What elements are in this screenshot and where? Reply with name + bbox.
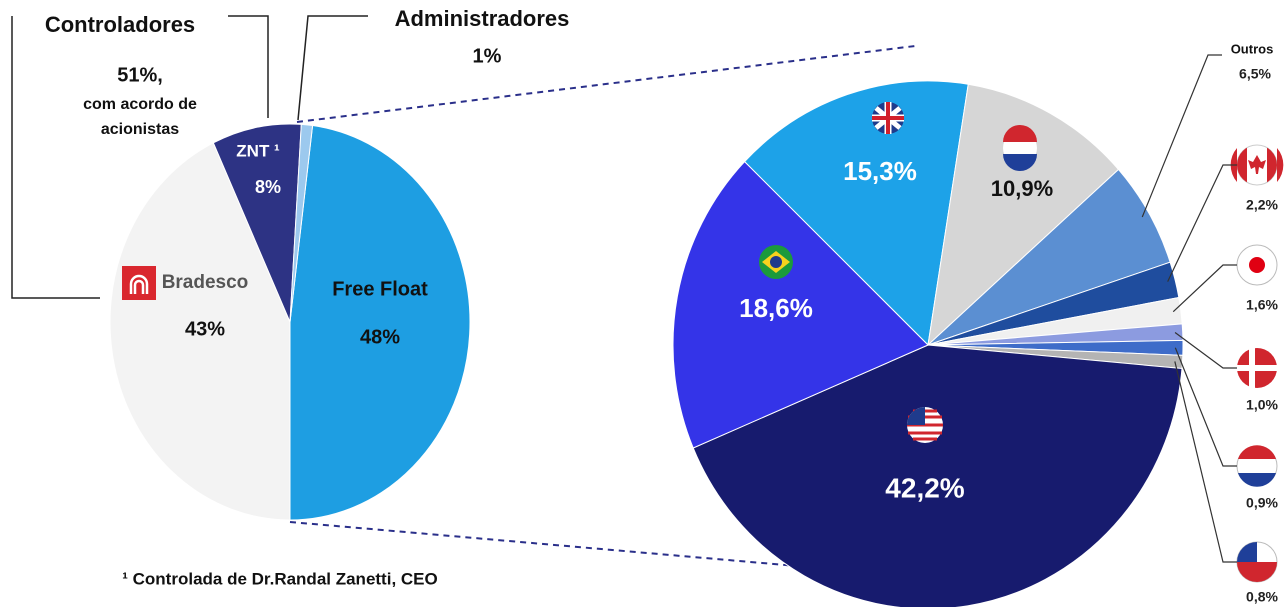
pies <box>109 80 1184 607</box>
pie-slice <box>692 344 1183 607</box>
slice-value-label: 48% <box>360 326 400 348</box>
slice-value-label: 10,9% <box>991 176 1053 201</box>
pie-slice <box>212 123 302 323</box>
slice-value-label: 1% <box>473 45 502 67</box>
leader-line <box>1174 361 1237 563</box>
pie-slice <box>289 123 314 323</box>
flag-chile <box>1236 541 1278 583</box>
flags <box>759 102 1284 583</box>
leader-line <box>1141 54 1222 218</box>
slice-category: ZNT ¹ <box>236 141 280 160</box>
flag-brazil <box>759 245 793 279</box>
flag-netherlands-2 <box>1236 445 1278 487</box>
annotation: com acordo de <box>83 96 197 113</box>
pie-slice <box>672 160 929 449</box>
brackets <box>11 15 368 299</box>
slice-category: Bradesco <box>162 272 249 293</box>
logo-icon <box>129 274 149 294</box>
footnote: ¹ Controlada de Dr.Randal Zanetti, CEO <box>122 569 437 588</box>
flag-netherlands <box>1003 125 1037 171</box>
slice-value-label: 42,2% <box>885 472 964 503</box>
bradesco-logo <box>122 266 156 300</box>
pie-slice <box>927 83 1120 347</box>
slice-category: Free Float <box>332 278 428 300</box>
slice-value-label: 43% <box>185 318 225 340</box>
pie-slice <box>743 80 969 347</box>
logo-box <box>122 266 156 300</box>
slice-value-label: 15,3% <box>843 156 917 186</box>
bracket-line <box>11 16 100 299</box>
slice-value-label: 2,2% <box>1246 197 1278 213</box>
leader-line <box>1172 264 1237 313</box>
slice-value-label: 6,5% <box>1239 66 1271 82</box>
slice-value-label: 0,8% <box>1246 589 1278 605</box>
slice-value-label: 0,9% <box>1246 495 1278 511</box>
flag-usa <box>907 407 943 443</box>
annotation: Controladores <box>45 12 195 37</box>
slice-category: Administradores <box>395 6 570 31</box>
slice-value-label: 18,6% <box>739 293 813 323</box>
leader-line <box>1174 347 1237 467</box>
annotation: 51%, <box>117 64 163 86</box>
leader-line <box>1167 164 1237 282</box>
connector <box>296 45 916 123</box>
slice-value-label: 8% <box>255 177 281 197</box>
pie-slice <box>289 124 471 521</box>
leader-line <box>1174 332 1237 369</box>
slice-value-label: 1,0% <box>1246 397 1278 413</box>
flag-japan <box>1236 244 1278 286</box>
bracket-line <box>228 15 269 118</box>
pie-slice <box>109 142 291 521</box>
slice-value-label: 1,6% <box>1246 297 1278 313</box>
bracket-line <box>297 15 368 121</box>
flag-canada <box>1230 144 1284 186</box>
flag-uk <box>872 102 904 134</box>
annotation: acionistas <box>101 121 179 138</box>
slice-category: Outros <box>1231 41 1274 56</box>
flag-denmark <box>1237 348 1277 388</box>
